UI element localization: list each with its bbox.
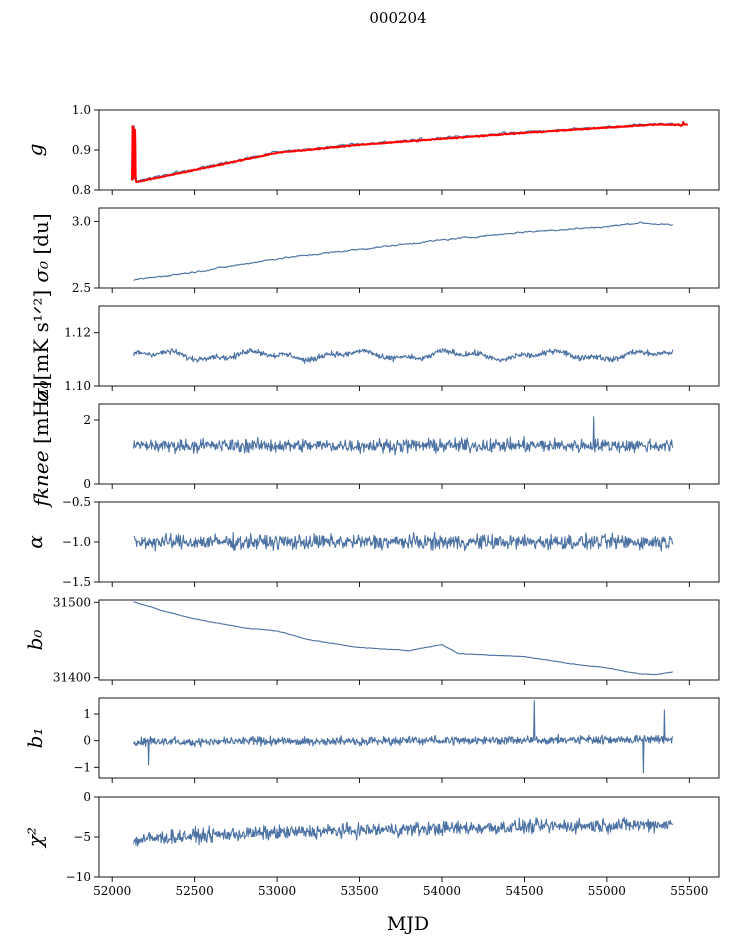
ylabel-fknee: fknee [mHz] [29, 382, 53, 509]
ylabel-main: g [23, 144, 47, 157]
panel-sigma0_mks: 1.10 1.12 σ₀[mK s¹ᐟ²] [29, 290, 720, 402]
ylabel-unit: [mHz] [29, 382, 53, 451]
xtick-label: 55500 [670, 884, 708, 898]
series-line-fknee [133, 416, 674, 456]
ylabel-g: g [23, 144, 47, 157]
ytick-label: 0 [83, 477, 91, 491]
ylabel-b0: b₀ [23, 630, 47, 651]
xtick-label: 54000 [423, 884, 461, 898]
panel-chi2: −10 −5 0 52000 52500 53000 53500 54000 54500 5500… [23, 790, 720, 898]
ytick-label: −1 [73, 760, 91, 774]
ytick-label: 1.10 [64, 379, 91, 393]
xtick-label: 52000 [93, 884, 131, 898]
xtick-label: 53000 [258, 884, 296, 898]
panel-b0: 31400 31500 b₀ [23, 595, 720, 685]
figure-title: 000204 [369, 9, 426, 27]
ytick-label: 0 [83, 790, 91, 804]
panel-sigma0_du: 2.5 3.0 σ₀ [du] [29, 207, 720, 295]
ytick-label: −1.0 [62, 535, 91, 549]
ylabel-main: b₀ [23, 630, 47, 651]
ytick-label: 0.8 [72, 183, 91, 197]
ylabel-main: χ² [23, 827, 47, 849]
ylabel-unit: [mK s¹ᐟ²] [29, 290, 53, 381]
ytick-label: 2 [83, 413, 91, 427]
xtick-label: 53500 [340, 884, 378, 898]
panel-g: 0.8 0.9 1.0 g [23, 103, 720, 197]
axes-frame-b1 [98, 697, 720, 779]
series-line-b0 [133, 601, 673, 676]
xtick-label: 55000 [588, 884, 626, 898]
series-line-alpha [133, 531, 674, 552]
ytick-label: 3.0 [72, 214, 91, 228]
axes-frame-b0 [98, 599, 720, 681]
series-line-chi2 [133, 816, 674, 847]
ylabel-sigma0_mks: σ₀[mK s¹ᐟ²] [29, 290, 53, 402]
ytick-label: −1.5 [62, 575, 91, 589]
axes-frame-sigma0_mks [98, 305, 720, 387]
ylabel-main: σ₀ [29, 261, 53, 283]
series-line-b1 [133, 700, 674, 774]
panel-alpha: −1.5 −1.0 −0.5 α [23, 495, 720, 589]
series-line-sigma0_du [133, 221, 674, 281]
ytick-label: −10 [66, 870, 91, 884]
ylabel-main: b₁ [23, 728, 47, 749]
ytick-label: 0.9 [72, 143, 91, 157]
ytick-label: 2.5 [72, 281, 91, 295]
ylabel-sigma0_du: σ₀ [du] [29, 213, 53, 282]
ytick-label: 1.0 [72, 103, 91, 117]
ytick-label: −5 [73, 830, 91, 844]
ytick-label: 31500 [53, 595, 91, 609]
xtick-label: 54500 [505, 884, 543, 898]
panel-b1: −1 0 1 b₁ [23, 697, 720, 783]
axes-frame-fknee [98, 403, 720, 485]
ylabel-alpha: α [23, 535, 47, 549]
ylabel-main: fknee [29, 450, 53, 508]
ylabel-unit: [du] [29, 213, 53, 261]
ylabel-chi2: χ² [23, 827, 47, 849]
ylabel-main: σ₀ [29, 380, 53, 402]
panel-fknee: 0 2 fknee [mHz] [29, 382, 720, 509]
ylabel-b1: b₁ [23, 728, 47, 749]
overlay-line-g [131, 121, 689, 184]
x-axis-label: MJD [387, 913, 429, 935]
ytick-label: 1.12 [64, 326, 91, 340]
axes-frame-sigma0_du [98, 207, 720, 289]
axes-frame-g [98, 109, 720, 191]
series-line-sigma0_mks [133, 347, 674, 364]
ytick-label: −0.5 [62, 495, 91, 509]
ytick-label: 31400 [53, 671, 91, 685]
xtick-label: 52500 [176, 884, 214, 898]
ytick-label: 1 [83, 707, 91, 721]
series-line-g [133, 122, 674, 183]
ytick-label: 0 [83, 734, 91, 748]
ylabel-main: α [23, 535, 47, 549]
